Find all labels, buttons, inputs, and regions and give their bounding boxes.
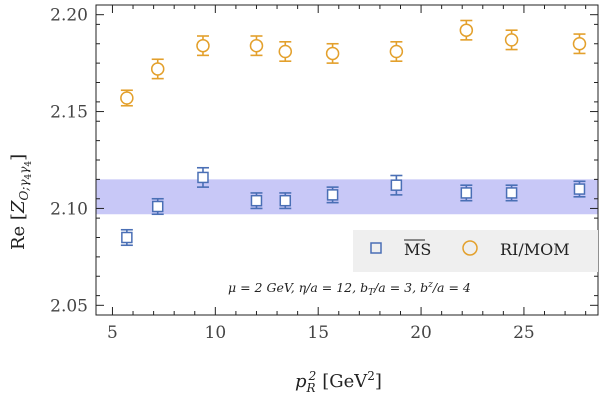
marker-circle	[120, 91, 134, 105]
data-point	[279, 192, 292, 210]
y-axis-title: Re [ZO;γ4γ4]	[8, 154, 34, 250]
legend-label-ms: MS	[404, 240, 431, 259]
legend-label-rimom: RI/MOM	[500, 240, 570, 259]
y-tick-label: 2.10	[50, 199, 88, 219]
marker-square	[121, 231, 133, 244]
marker-square	[197, 171, 209, 184]
series-circle	[120, 19, 587, 107]
legend: MS RI/MOM	[353, 230, 598, 272]
x-tick-label: 15	[307, 323, 329, 343]
marker-circle	[150, 62, 165, 76]
x-tick-label: 20	[410, 323, 432, 343]
data-point	[505, 184, 518, 202]
data-point	[196, 35, 210, 57]
data-point	[151, 197, 164, 216]
legend-marker-square	[370, 242, 382, 254]
marker-square	[460, 187, 473, 199]
tick-labels: 5 10 15 20 25 2.05 2.10 2.15 2.20	[50, 6, 535, 343]
data-point	[120, 89, 134, 107]
data-point	[460, 184, 473, 202]
data-point	[325, 42, 340, 64]
marker-circle	[278, 44, 293, 59]
marker-circle	[459, 23, 474, 37]
marker-circle	[504, 33, 519, 47]
data-point	[459, 19, 474, 41]
marker-square	[390, 179, 403, 191]
average-band	[96, 179, 598, 215]
series-square	[120, 166, 586, 247]
legend-marker-circle	[462, 240, 478, 256]
x-tick-label: 10	[205, 323, 227, 343]
marker-circle	[389, 44, 404, 59]
x-tick-label: 25	[513, 323, 535, 343]
data-point	[573, 180, 586, 198]
data-point	[326, 186, 339, 204]
marker-circle	[572, 37, 587, 51]
y-tick-label: 2.05	[50, 296, 88, 316]
marker-circle	[325, 46, 340, 61]
marker-square	[279, 194, 292, 207]
data-point	[120, 228, 133, 247]
y-tick-label: 2.15	[50, 103, 88, 123]
x-tick-label: 5	[107, 323, 118, 343]
data-point	[278, 41, 293, 62]
marker-square	[573, 183, 586, 195]
data-point	[390, 174, 403, 196]
marker-circle	[249, 38, 264, 53]
marker-circle	[196, 38, 210, 53]
data-point	[249, 35, 264, 57]
x-axis-title: pR2 [GeV2]	[295, 369, 382, 395]
marker-square	[250, 194, 263, 207]
marker-square	[326, 189, 339, 201]
data-point	[572, 33, 587, 55]
data-point	[150, 58, 165, 80]
axis-ticks	[96, 4, 598, 316]
data-point	[250, 192, 263, 210]
data-point	[504, 29, 519, 51]
data-point	[196, 166, 209, 188]
parameter-annotation: μ = 2 GeV, η/a = 12, bT/a = 3, bz/a = 4	[228, 280, 471, 298]
marker-square	[505, 187, 518, 199]
marker-square	[151, 200, 164, 213]
legend-box	[353, 230, 598, 272]
y-tick-label: 2.20	[50, 6, 88, 26]
data-point	[389, 41, 404, 62]
series-layer	[120, 19, 587, 247]
